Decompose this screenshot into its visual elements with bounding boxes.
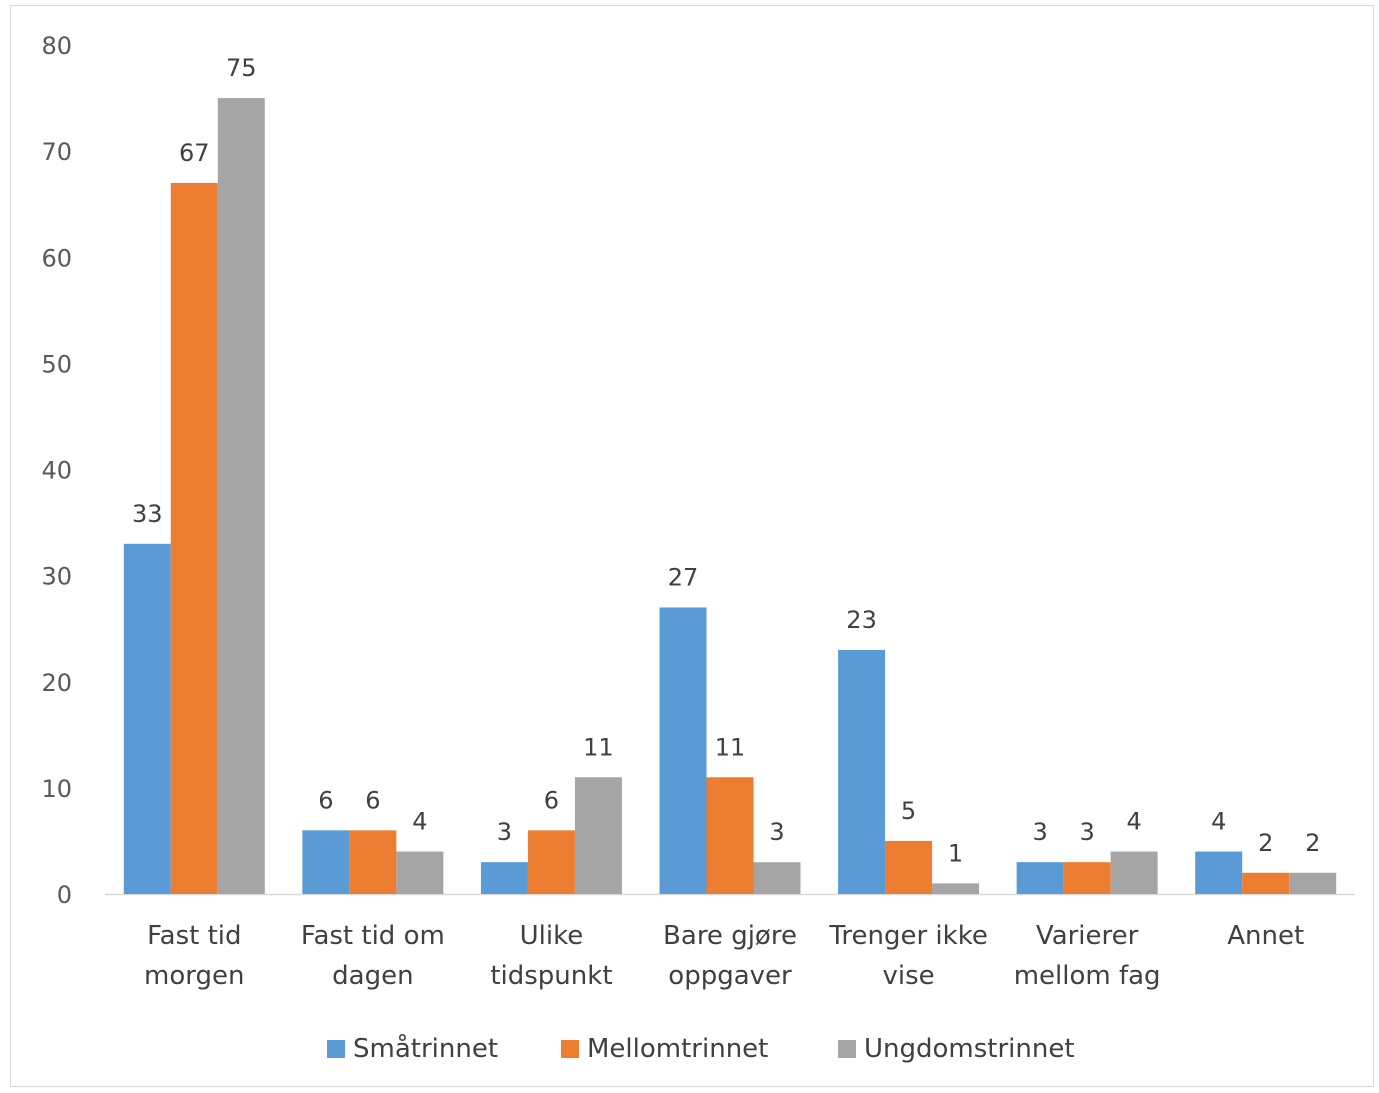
data-label: 27: [668, 563, 699, 591]
x-category-label: Bare gjøre: [663, 921, 797, 951]
bar-mellomtrinnet: [349, 830, 397, 894]
bar-småtrinnet: [838, 649, 886, 894]
y-tick-label: 60: [41, 244, 72, 272]
data-label: 3: [497, 818, 512, 846]
data-label: 1: [948, 839, 963, 867]
bar-ungdomstrinnet: [753, 862, 801, 894]
data-label: 3: [769, 818, 784, 846]
data-label: 4: [1211, 808, 1226, 836]
bar-småtrinnet: [1195, 851, 1243, 894]
legend-label: Ungdomstrinnet: [864, 1034, 1075, 1064]
bar-småtrinnet: [480, 862, 528, 894]
x-category-label: Varierer: [1036, 921, 1139, 951]
x-category-label: dagen: [332, 961, 413, 991]
bar-småtrinnet: [1016, 862, 1064, 894]
data-label: 11: [715, 733, 746, 761]
x-category-label: Fast tid: [147, 921, 241, 951]
bar-mellomtrinnet: [1242, 872, 1290, 894]
data-label: 23: [846, 606, 877, 634]
data-label: 6: [365, 786, 380, 814]
x-category-label: vise: [882, 961, 934, 991]
y-tick-label: 70: [41, 138, 72, 166]
y-tick-label: 50: [41, 350, 72, 378]
y-tick-label: 80: [41, 32, 72, 60]
y-tick-label: 10: [41, 775, 72, 803]
x-category-label: tidspunkt: [490, 961, 612, 991]
legend-swatch: [327, 1040, 345, 1058]
bar-ungdomstrinnet: [217, 98, 265, 894]
x-category-label: mellom fag: [1014, 961, 1161, 991]
data-label: 2: [1305, 829, 1320, 857]
data-label: 5: [901, 797, 916, 825]
data-label: 2: [1258, 829, 1273, 857]
data-label: 3: [1033, 818, 1048, 846]
bar-ungdomstrinnet: [574, 777, 622, 894]
data-label: 6: [544, 786, 559, 814]
data-label: 4: [412, 808, 427, 836]
legend-label: Mellomtrinnet: [587, 1034, 768, 1064]
bar-ungdomstrinnet: [932, 883, 980, 894]
x-category-label: oppgaver: [668, 961, 792, 991]
data-label: 75: [226, 54, 257, 82]
data-label: 6: [318, 786, 333, 814]
x-category-label: morgen: [144, 961, 244, 991]
bar-mellomtrinnet: [706, 777, 754, 894]
y-tick-label: 20: [41, 669, 72, 697]
legend-swatch: [838, 1040, 856, 1058]
data-label: 3: [1080, 818, 1095, 846]
bar-småtrinnet: [302, 830, 350, 894]
bar-småtrinnet: [123, 543, 171, 894]
x-category-label: Annet: [1227, 921, 1304, 951]
x-category-label: Ulike: [520, 921, 584, 951]
y-tick-label: 40: [41, 457, 72, 485]
data-label: 11: [583, 733, 614, 761]
x-category-label: Fast tid om: [301, 921, 445, 951]
data-label: 4: [1127, 808, 1142, 836]
legend-label: Småtrinnet: [353, 1033, 498, 1064]
y-tick-label: 0: [57, 881, 72, 909]
y-tick-label: 30: [41, 563, 72, 591]
data-label: 67: [179, 139, 210, 167]
bar-småtrinnet: [659, 607, 707, 894]
bar-mellomtrinnet: [527, 830, 575, 894]
x-category-label: Trenger ikke: [828, 921, 988, 951]
legend-swatch: [561, 1040, 579, 1058]
data-label: 33: [132, 500, 163, 528]
bar-mellomtrinnet: [885, 840, 933, 894]
bar-mellomtrinnet: [170, 182, 218, 894]
bar-mellomtrinnet: [1063, 862, 1111, 894]
bar-ungdomstrinnet: [396, 851, 444, 894]
bar-ungdomstrinnet: [1110, 851, 1158, 894]
bar-ungdomstrinnet: [1289, 872, 1337, 894]
